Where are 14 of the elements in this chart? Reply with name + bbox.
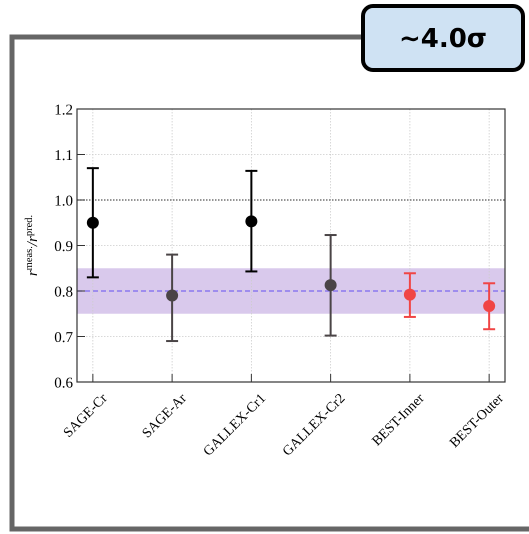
text: ~4.0σ	[398, 24, 488, 54]
y-tick-label: 0.6	[54, 375, 74, 392]
y-tick-label: 1.2	[54, 102, 73, 118]
y-tick-label: 1.0	[54, 193, 73, 210]
y-tick-label: 0.9	[54, 238, 73, 255]
y-tick-label: 1.1	[54, 148, 73, 164]
point	[86, 216, 99, 229]
point	[166, 290, 178, 302]
y-tick-label: 0.7	[54, 330, 74, 346]
point	[404, 288, 416, 301]
point	[324, 279, 337, 292]
point	[483, 300, 496, 312]
point	[245, 215, 258, 228]
y-tick-label: 0.8	[54, 284, 73, 300]
